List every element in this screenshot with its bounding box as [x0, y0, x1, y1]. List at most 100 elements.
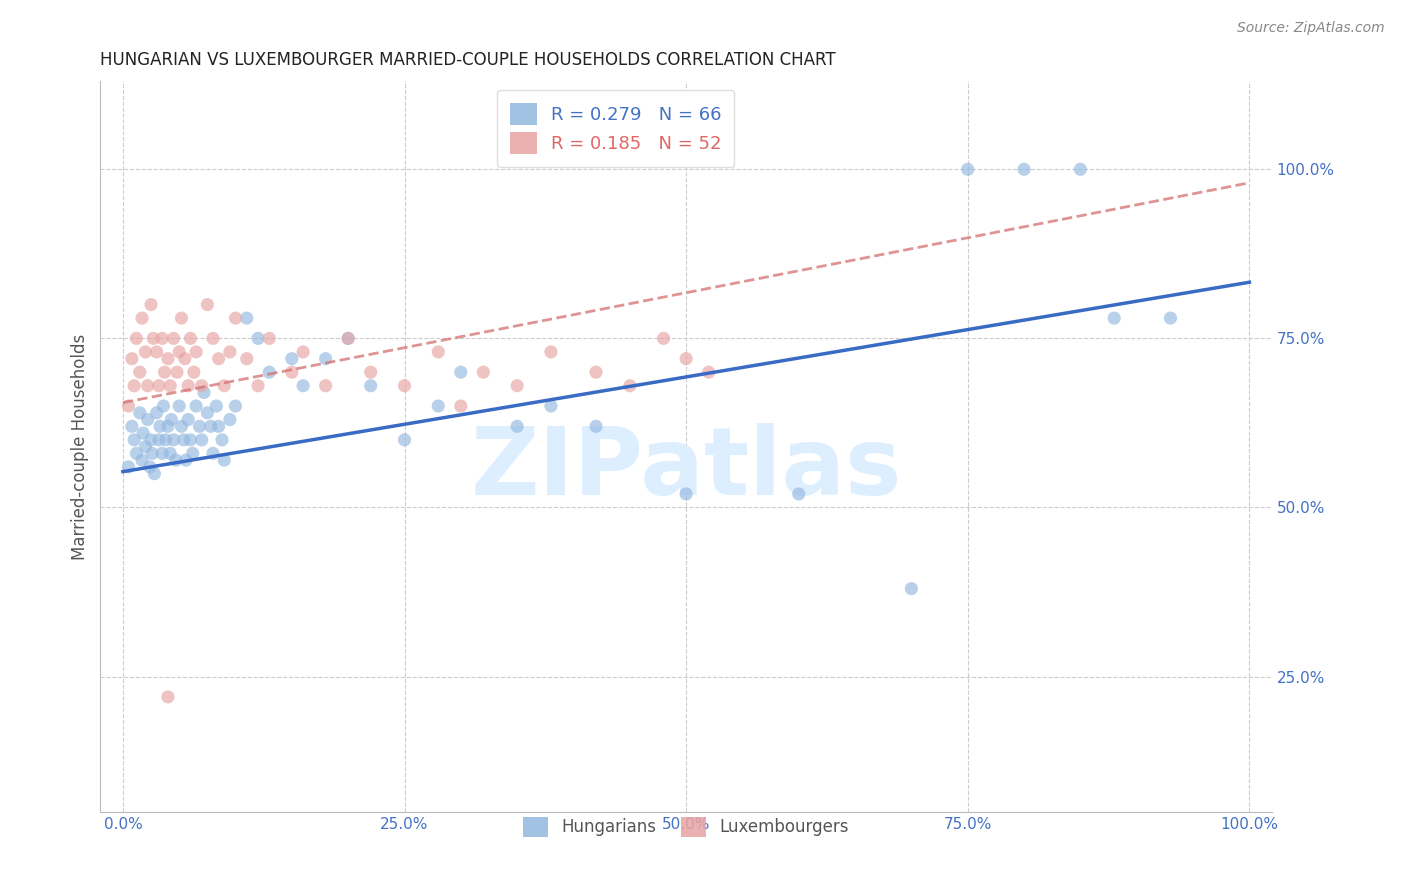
- Point: [159, 446, 181, 460]
- Point: [152, 399, 174, 413]
- Point: [259, 331, 281, 345]
- Point: [142, 331, 165, 345]
- Point: [540, 399, 562, 413]
- Point: [174, 453, 197, 467]
- Point: [162, 433, 184, 447]
- Point: [1160, 311, 1182, 326]
- Point: [675, 351, 697, 366]
- Point: [155, 433, 177, 447]
- Point: [148, 433, 170, 447]
- Point: [247, 331, 270, 345]
- Point: [156, 419, 179, 434]
- Point: [540, 345, 562, 359]
- Point: [427, 345, 450, 359]
- Point: [160, 412, 183, 426]
- Point: [122, 378, 145, 392]
- Point: [122, 433, 145, 447]
- Point: [150, 446, 173, 460]
- Point: [141, 446, 163, 460]
- Point: [153, 365, 176, 379]
- Point: [165, 453, 187, 467]
- Point: [337, 331, 360, 345]
- Point: [219, 345, 242, 359]
- Point: [619, 378, 641, 392]
- Point: [170, 311, 193, 326]
- Point: [1069, 162, 1091, 177]
- Point: [281, 365, 304, 379]
- Point: [156, 690, 179, 704]
- Point: [121, 351, 143, 366]
- Point: [315, 351, 337, 366]
- Point: [148, 378, 170, 392]
- Point: [200, 419, 222, 434]
- Point: [211, 433, 233, 447]
- Point: [117, 399, 139, 413]
- Point: [190, 378, 212, 392]
- Point: [139, 297, 162, 311]
- Point: [179, 433, 201, 447]
- Text: Source: ZipAtlas.com: Source: ZipAtlas.com: [1237, 21, 1385, 35]
- Point: [652, 331, 675, 345]
- Point: [360, 365, 382, 379]
- Text: HUNGARIAN VS LUXEMBOURGER MARRIED-COUPLE HOUSEHOLDS CORRELATION CHART: HUNGARIAN VS LUXEMBOURGER MARRIED-COUPLE…: [100, 51, 837, 69]
- Point: [167, 399, 190, 413]
- Point: [149, 419, 172, 434]
- Point: [159, 378, 181, 392]
- Point: [139, 459, 162, 474]
- Point: [787, 487, 810, 501]
- Point: [450, 365, 472, 379]
- Point: [181, 446, 204, 460]
- Point: [675, 487, 697, 501]
- Point: [134, 345, 156, 359]
- Point: [207, 351, 229, 366]
- Point: [394, 433, 416, 447]
- Point: [139, 433, 162, 447]
- Point: [143, 467, 166, 481]
- Legend: Hungarians, Luxembourgers: Hungarians, Luxembourgers: [516, 810, 856, 844]
- Point: [121, 419, 143, 434]
- Point: [281, 351, 304, 366]
- Point: [195, 406, 218, 420]
- Point: [360, 378, 382, 392]
- Point: [177, 378, 200, 392]
- Point: [188, 419, 211, 434]
- Point: [956, 162, 979, 177]
- Point: [585, 365, 607, 379]
- Point: [506, 419, 529, 434]
- Point: [167, 345, 190, 359]
- Point: [225, 311, 247, 326]
- Point: [506, 378, 529, 392]
- Point: [128, 406, 150, 420]
- Point: [292, 345, 315, 359]
- Point: [697, 365, 720, 379]
- Point: [134, 440, 156, 454]
- Point: [173, 433, 195, 447]
- Point: [205, 399, 228, 413]
- Point: [394, 378, 416, 392]
- Point: [195, 297, 218, 311]
- Point: [136, 378, 159, 392]
- Point: [219, 412, 242, 426]
- Point: [145, 345, 167, 359]
- Point: [150, 331, 173, 345]
- Point: [1102, 311, 1125, 326]
- Point: [179, 331, 201, 345]
- Point: [247, 378, 270, 392]
- Point: [190, 433, 212, 447]
- Point: [472, 365, 495, 379]
- Point: [173, 351, 195, 366]
- Point: [177, 412, 200, 426]
- Point: [225, 399, 247, 413]
- Point: [207, 419, 229, 434]
- Point: [136, 412, 159, 426]
- Point: [1012, 162, 1035, 177]
- Point: [201, 446, 224, 460]
- Point: [184, 399, 207, 413]
- Point: [236, 351, 259, 366]
- Point: [128, 365, 150, 379]
- Point: [315, 378, 337, 392]
- Point: [131, 311, 153, 326]
- Point: [162, 331, 184, 345]
- Text: ZIPatlas: ZIPatlas: [471, 423, 901, 515]
- Point: [131, 453, 153, 467]
